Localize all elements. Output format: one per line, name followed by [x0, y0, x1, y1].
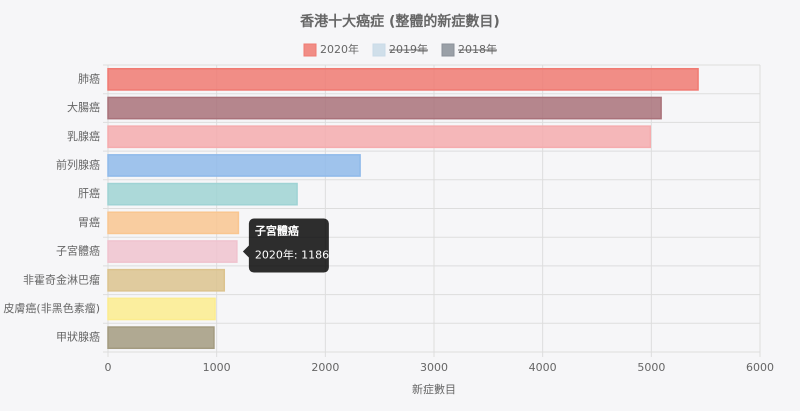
legend-swatch [372, 43, 386, 57]
tooltip: 子宮體癌 2020年: 1186 [242, 218, 329, 273]
legend-label: 2020年 [320, 42, 359, 56]
y-tick-label: 胃癌 [78, 215, 100, 229]
tooltip-box [242, 218, 329, 273]
x-tick-label: 1000 [203, 361, 231, 374]
legend-swatch [441, 43, 455, 57]
y-tick-label: 皮膚癌(非黑色素瘤) [3, 301, 100, 315]
bar [107, 67, 699, 91]
tooltip-label: 2020年: 1186 [255, 248, 329, 262]
bar [107, 154, 361, 177]
legend: 2020年 2019年 2018年 [303, 42, 497, 57]
legend-swatch [303, 43, 317, 57]
y-tick-label: 大腸癌 [67, 100, 100, 114]
bar [107, 96, 662, 120]
bar [107, 125, 651, 149]
bar [107, 297, 216, 321]
x-tick-label: 6000 [746, 361, 774, 374]
y-tick-label: 子宮體癌 [56, 244, 100, 258]
bar [107, 240, 238, 263]
y-tick-label: 乳腺癌 [67, 129, 100, 143]
y-tick-label: 前列腺癌 [56, 157, 100, 171]
bar [107, 211, 240, 235]
x-tick-label: 5000 [637, 361, 665, 374]
y-tick-label: 甲狀腺癌 [56, 330, 100, 344]
y-tick-label: 非霍奇金淋巴瘤 [23, 272, 100, 286]
x-tick-label: 4000 [529, 361, 557, 374]
chart-title: 香港十大癌症 (整體的新症數目) [299, 13, 500, 30]
tooltip-title: 子宮體癌 [255, 224, 299, 238]
x-axis-label: 新症數目 [412, 382, 456, 396]
x-tick-label: 3000 [420, 361, 448, 374]
bar [107, 268, 226, 292]
y-tick-label: 肝癌 [78, 186, 100, 200]
bar [107, 182, 298, 206]
legend-label: 2018年 [458, 42, 497, 56]
x-tick-label: 2000 [311, 361, 339, 374]
x-tick-label: 0 [105, 361, 112, 374]
y-tick-label: 肺癌 [78, 71, 100, 85]
legend-label: 2019年 [389, 42, 428, 56]
bar [107, 326, 215, 350]
